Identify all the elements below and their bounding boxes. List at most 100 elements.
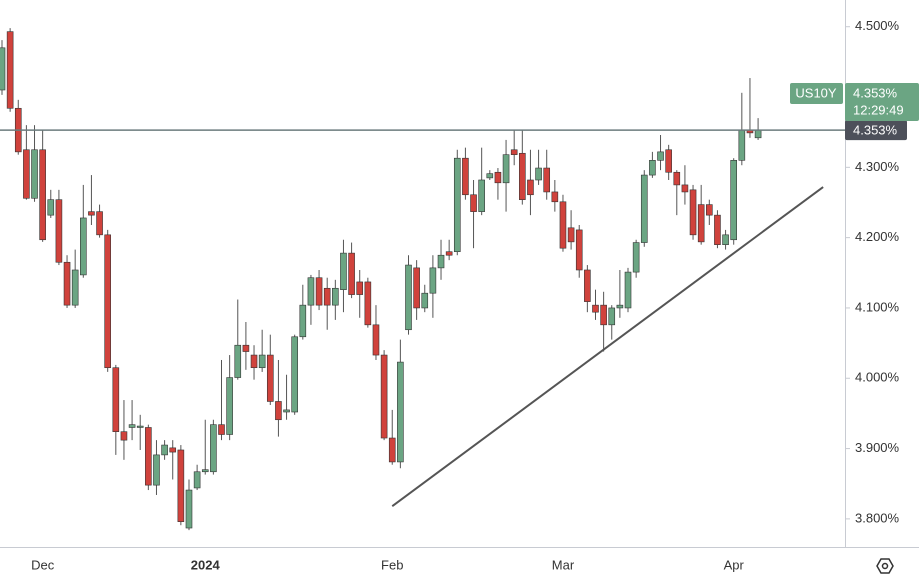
candle-body <box>112 367 120 432</box>
candle-body <box>96 211 103 236</box>
candle-body <box>665 149 672 173</box>
candle-body <box>250 354 258 369</box>
candle-body <box>453 157 461 253</box>
candle-body <box>575 229 583 271</box>
candle-body <box>559 201 567 249</box>
candle-body <box>88 211 95 216</box>
candle-body <box>649 160 656 176</box>
candle-body <box>356 281 364 295</box>
x-tick-label: Apr <box>724 557 745 572</box>
candle-body <box>519 152 526 200</box>
candle-body <box>397 361 404 463</box>
x-tick-label: Mar <box>552 557 575 572</box>
candle-body <box>291 336 298 413</box>
candle-body <box>616 304 624 309</box>
candle-body <box>153 454 160 486</box>
x-tick-label: 2024 <box>191 557 221 572</box>
candle-body <box>673 171 681 186</box>
candle-body <box>681 184 689 193</box>
candle-body <box>193 471 201 489</box>
candle-body <box>730 160 738 241</box>
candle-body <box>405 264 412 331</box>
candle-body <box>201 469 209 473</box>
candle-body <box>6 31 14 109</box>
candle-body <box>478 179 485 212</box>
candle-body <box>624 271 632 309</box>
candle-body <box>128 424 136 428</box>
candle-body <box>445 251 453 256</box>
candle-body <box>185 489 193 529</box>
y-tick-label: 4.000% <box>855 370 900 385</box>
candle-body <box>283 409 290 413</box>
x-tick-label: Dec <box>31 557 55 572</box>
y-tick-label: 3.800% <box>855 510 900 525</box>
candle-body <box>486 173 494 179</box>
candle-body <box>39 149 46 241</box>
y-tick-label: 4.100% <box>855 299 900 314</box>
candle-body <box>299 304 307 338</box>
candle-body <box>470 194 477 212</box>
candle-body <box>120 431 128 441</box>
candle-body <box>372 324 380 356</box>
candle-body <box>592 304 599 313</box>
candle-body <box>71 269 79 306</box>
symbol-label: US10Y <box>795 85 837 100</box>
candle-body <box>266 354 274 402</box>
candle-body <box>161 444 168 456</box>
candle-body <box>657 151 664 161</box>
candle-body <box>608 307 616 326</box>
candle-body <box>364 281 372 326</box>
candle-body <box>315 277 323 306</box>
settings-icon[interactable] <box>876 558 894 574</box>
candle-body <box>388 437 396 463</box>
candle-body <box>535 167 542 181</box>
symbol-box <box>790 83 843 104</box>
candle-body <box>429 267 437 294</box>
y-tick-label: 4.500% <box>855 18 900 33</box>
candle-body <box>754 129 762 139</box>
candle-body <box>462 157 469 196</box>
candle-body <box>218 424 225 435</box>
candle-body <box>714 214 721 245</box>
candle-body <box>413 267 420 309</box>
candle-body <box>332 287 339 306</box>
candle-body <box>632 242 640 273</box>
y-tick-label: 3.900% <box>855 440 900 455</box>
quote-box <box>845 83 919 121</box>
quote-countdown: 12:29:49 <box>853 102 904 117</box>
candle-body <box>380 354 388 439</box>
candle-body <box>275 401 282 421</box>
settings-dot[interactable] <box>881 562 889 570</box>
candle-body <box>242 344 250 352</box>
candle-body <box>510 149 518 155</box>
candle-body <box>584 269 591 302</box>
candle-body <box>738 129 746 161</box>
price-label-box <box>845 120 907 141</box>
candle-body <box>177 449 185 522</box>
candle-body <box>23 149 30 199</box>
candle-body <box>323 287 331 306</box>
candle-body <box>31 149 38 199</box>
candle-body <box>697 204 705 243</box>
settings-hexagon[interactable] <box>876 558 894 574</box>
trendline <box>391 186 824 508</box>
candle-body <box>551 191 559 203</box>
candle-body <box>63 261 71 306</box>
candle-body <box>689 189 697 236</box>
candle-body <box>55 199 63 263</box>
candle-body <box>234 344 242 378</box>
candle-body <box>706 204 713 216</box>
candle-body <box>136 425 144 428</box>
candle-body <box>722 234 729 245</box>
candle-body <box>437 254 445 269</box>
candle-body <box>47 199 55 216</box>
candle-body <box>640 174 648 243</box>
candle-body <box>421 292 429 309</box>
candle-body <box>258 354 266 369</box>
quote-price: 4.353% <box>853 85 898 100</box>
candle-body <box>600 304 607 326</box>
candle-body <box>210 424 217 473</box>
